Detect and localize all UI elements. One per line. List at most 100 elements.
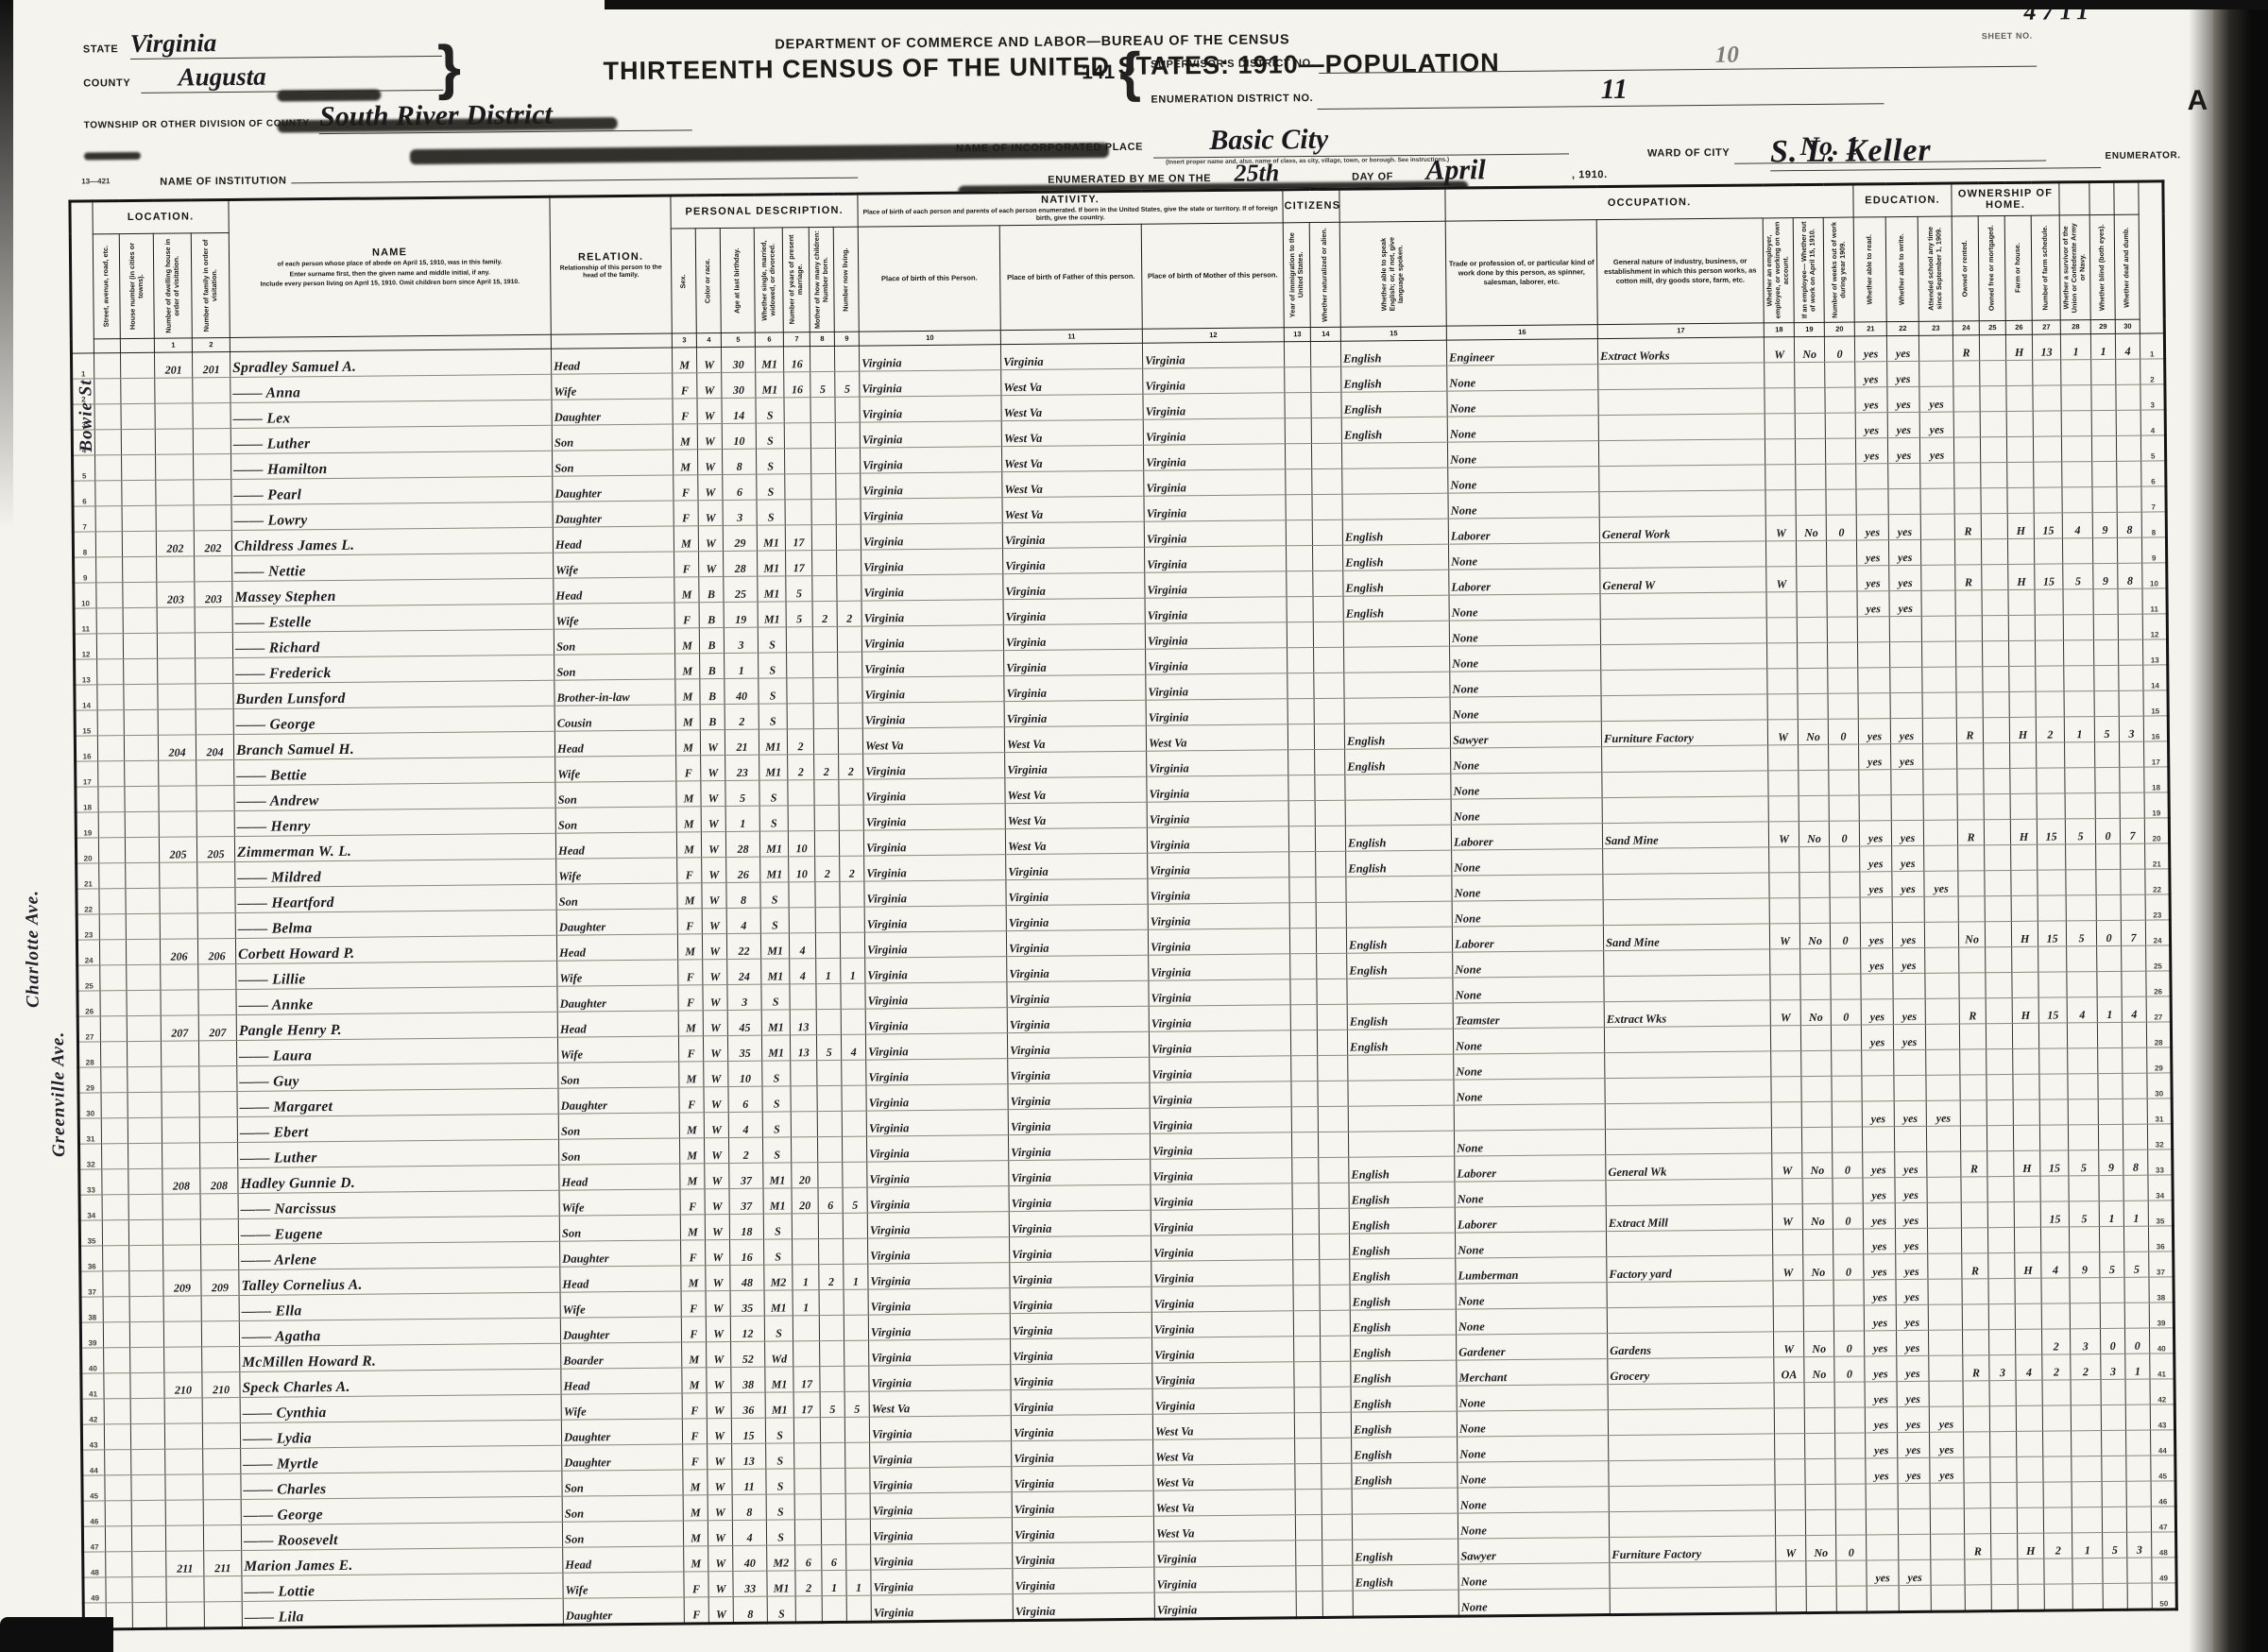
cell: [1826, 539, 1857, 567]
cell: [1773, 1280, 1804, 1306]
cell: Virginia: [1012, 1490, 1154, 1518]
cell: [122, 505, 157, 532]
cell: [1861, 1075, 1895, 1101]
cell: Virginia: [1148, 902, 1290, 930]
cell: [1774, 1382, 1805, 1408]
cell: yes: [1886, 361, 1919, 387]
cell: S: [758, 677, 788, 705]
column-number-24: 20: [1824, 321, 1855, 337]
cell: H: [2012, 997, 2039, 1024]
cell: Virginia: [862, 777, 1006, 806]
cell: [1979, 360, 2006, 386]
cell: M1: [757, 550, 786, 577]
cell: [2118, 665, 2144, 691]
cell: S: [756, 422, 785, 450]
cell: [129, 1321, 164, 1348]
cell: [1835, 1483, 1867, 1510]
cell: [2120, 792, 2145, 819]
cell: Virginia: [1009, 1261, 1152, 1288]
cell: [1609, 1560, 1777, 1589]
cell: [837, 652, 862, 678]
cell: [1989, 1456, 2018, 1483]
cell: Boarder: [560, 1341, 682, 1370]
cell: [2102, 1507, 2127, 1533]
cell: Virginia: [1002, 521, 1145, 549]
cell: —— Arlene: [238, 1241, 560, 1270]
cell: Wife: [560, 1290, 682, 1319]
cell: yes: [1864, 1355, 1898, 1382]
cell: S: [757, 499, 786, 526]
cell: W: [703, 1010, 728, 1036]
cell: [2039, 1124, 2069, 1151]
county-value: Augusta: [178, 61, 266, 92]
cell: None: [1457, 1384, 1609, 1412]
cell: [1888, 488, 1921, 515]
cell: [1294, 1438, 1322, 1464]
line-number-left: 28: [77, 1041, 101, 1068]
cell: [2122, 1022, 2147, 1048]
line-number-right: 44: [2150, 1429, 2175, 1456]
cell: [1924, 946, 1959, 974]
cell: [1343, 646, 1450, 673]
line-number-right: 34: [2147, 1174, 2174, 1201]
cell: [1314, 698, 1345, 724]
cell: S: [760, 907, 790, 934]
cell: [159, 887, 198, 914]
cell: [1319, 1183, 1350, 1209]
cell: [2006, 462, 2035, 488]
cell: [1318, 1157, 1350, 1184]
institution-label: Name of Institution: [160, 175, 287, 188]
cell: [814, 830, 840, 857]
cell: [2100, 1303, 2125, 1329]
cell: No: [1796, 515, 1827, 541]
street-cell: [101, 1117, 128, 1144]
column-number-9: 5: [721, 332, 756, 348]
cell: [155, 453, 194, 481]
cell: Virginia: [863, 803, 1006, 831]
street-cell: [99, 990, 128, 1016]
cell: [1829, 845, 1860, 873]
cell: yes: [1893, 1024, 1926, 1050]
cell: English: [1342, 570, 1450, 597]
cell: yes: [1891, 845, 1924, 872]
cell: No: [1799, 821, 1830, 847]
cell: M: [673, 449, 698, 475]
cell: [787, 703, 814, 729]
cell: 25: [723, 576, 759, 603]
cell: [1921, 640, 1956, 668]
margin-note-1-text: Charlotte Ave.: [22, 889, 43, 1008]
cell: [786, 677, 814, 704]
cell: English: [1347, 1003, 1454, 1030]
cell: [1794, 387, 1826, 414]
cell: [1920, 538, 1955, 566]
cell: M1: [759, 830, 789, 858]
cell: yes: [1886, 335, 1919, 362]
cell: [2033, 461, 2063, 488]
cell: Virginia: [1146, 775, 1289, 803]
cell: Virginia: [1150, 1106, 1292, 1134]
cell: [158, 708, 196, 736]
cell: [1292, 1259, 1321, 1286]
cell: M1: [759, 754, 788, 781]
cell: —— George: [241, 1496, 563, 1525]
cell: [1796, 566, 1828, 592]
cell: [126, 913, 161, 940]
cell: [813, 728, 839, 755]
cell: [1287, 698, 1315, 724]
cell: [2068, 1124, 2099, 1150]
cell: [1801, 1101, 1833, 1128]
column-header-20: Trade or profession of, or particular ki…: [1445, 219, 1598, 327]
cell: 2: [838, 754, 863, 780]
cell: 14: [722, 398, 757, 424]
cell: [2066, 971, 2098, 997]
cell: [1799, 974, 1832, 1000]
cell: [1292, 1183, 1320, 1209]
cell: M1: [760, 958, 790, 985]
cell: —— Ella: [239, 1292, 561, 1321]
cell: W: [703, 1035, 728, 1062]
cell: 0: [1829, 820, 1860, 847]
state-field: State Virginia: [83, 26, 442, 60]
cell: Wife: [555, 857, 677, 885]
column-header-34: Whether deaf and dumb.: [2114, 214, 2140, 320]
